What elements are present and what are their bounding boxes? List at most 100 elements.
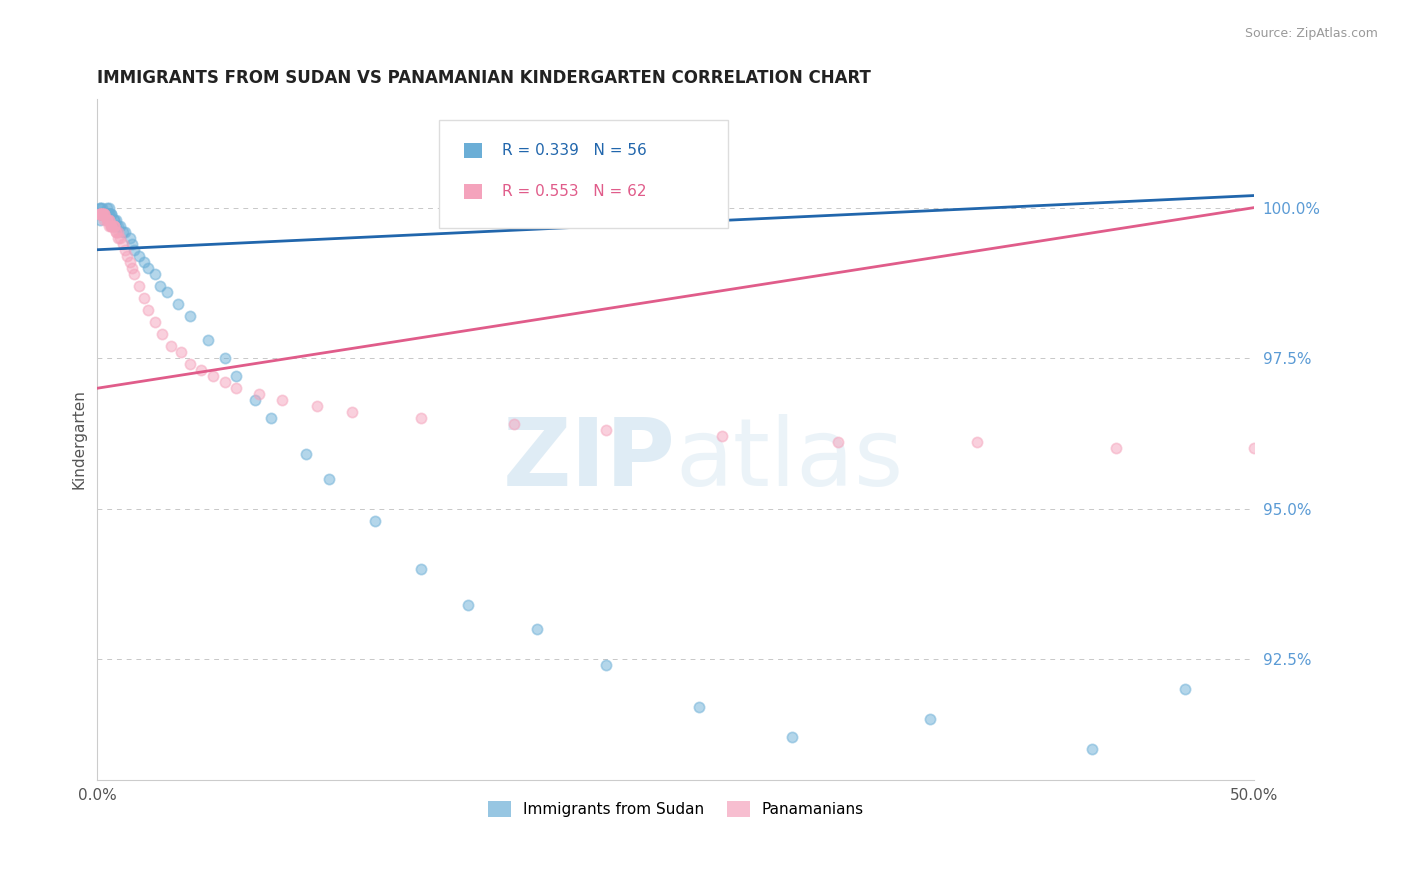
Point [247, 387, 270, 401]
Point [96, 206, 118, 220]
Point [190, 363, 212, 377]
Point [104, 219, 127, 233]
Point [110, 230, 132, 244]
Point [121, 236, 143, 251]
Point [96, 212, 118, 227]
FancyBboxPatch shape [439, 120, 728, 228]
Point [202, 369, 225, 384]
Point [97, 219, 120, 233]
Point [100, 206, 122, 220]
Point [124, 267, 146, 281]
Point [89, 206, 111, 220]
Point [91, 206, 114, 220]
Point [96, 212, 118, 227]
Point [107, 225, 129, 239]
Point [89, 206, 111, 220]
Point [89, 206, 111, 220]
Point [595, 658, 617, 673]
Point [104, 225, 127, 239]
Point [179, 357, 201, 371]
Text: Source: ZipAtlas.com: Source: ZipAtlas.com [1244, 27, 1378, 40]
Y-axis label: Kindergarten: Kindergarten [72, 390, 86, 490]
Point [118, 254, 141, 268]
Point [103, 219, 125, 233]
Point [114, 225, 136, 239]
Text: atlas: atlas [676, 414, 904, 506]
Point [827, 435, 849, 450]
Point [294, 447, 316, 461]
Point [136, 302, 159, 317]
Point [107, 219, 129, 233]
Point [169, 345, 191, 359]
Point [340, 405, 363, 419]
Point [93, 206, 115, 220]
Point [1243, 442, 1265, 456]
Point [179, 309, 201, 323]
Point [107, 230, 129, 244]
Point [110, 219, 132, 233]
Point [149, 278, 172, 293]
Point [97, 206, 120, 220]
Point [97, 212, 120, 227]
Point [97, 206, 120, 220]
Point [136, 260, 159, 275]
Point [91, 201, 114, 215]
Point [96, 212, 118, 227]
Point [411, 562, 433, 576]
Point [260, 411, 283, 425]
Point [91, 206, 114, 220]
Point [457, 598, 479, 612]
Text: R = 0.339   N = 56: R = 0.339 N = 56 [502, 143, 647, 158]
Point [225, 369, 247, 384]
Point [143, 267, 166, 281]
Point [89, 206, 111, 220]
Point [93, 212, 115, 227]
Point [1174, 682, 1197, 697]
Point [89, 206, 111, 220]
Text: ZIP: ZIP [503, 414, 676, 506]
Point [103, 219, 125, 233]
Point [318, 471, 340, 485]
Point [128, 249, 150, 263]
Point [91, 206, 114, 220]
Point [93, 206, 115, 220]
Point [167, 297, 190, 311]
Point [132, 254, 155, 268]
Point [502, 417, 524, 432]
Point [214, 375, 236, 389]
Point [1104, 442, 1126, 456]
Point [688, 700, 710, 714]
Point [100, 219, 122, 233]
Point [121, 260, 143, 275]
Point [103, 212, 125, 227]
Point [307, 399, 329, 413]
Point [89, 212, 111, 227]
Point [111, 236, 134, 251]
Point [93, 206, 115, 220]
Point [214, 351, 236, 365]
Point [124, 243, 146, 257]
Point [595, 423, 617, 437]
Point [91, 206, 114, 220]
Point [100, 219, 122, 233]
FancyBboxPatch shape [464, 143, 482, 158]
Point [93, 206, 115, 220]
Point [197, 333, 219, 347]
Point [526, 622, 548, 636]
Point [1081, 742, 1104, 756]
Point [89, 206, 111, 220]
Point [271, 393, 294, 408]
Point [97, 201, 120, 215]
Point [364, 514, 387, 528]
Point [411, 411, 433, 425]
Point [93, 206, 115, 220]
Point [117, 249, 139, 263]
Text: R = 0.553   N = 62: R = 0.553 N = 62 [502, 184, 647, 199]
Point [128, 278, 150, 293]
Point [91, 206, 114, 220]
Point [114, 243, 136, 257]
Point [96, 206, 118, 220]
Point [920, 712, 942, 726]
Point [711, 429, 734, 443]
Point [89, 201, 111, 215]
